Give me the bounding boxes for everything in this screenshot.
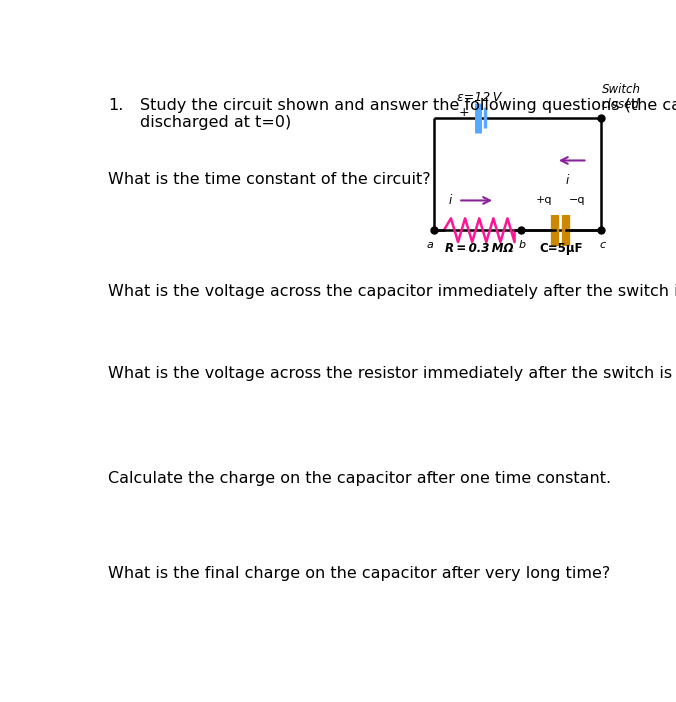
Text: +: + bbox=[458, 106, 468, 119]
Text: b: b bbox=[519, 240, 526, 250]
Text: What is the time constant of the circuit?: What is the time constant of the circuit… bbox=[108, 172, 431, 187]
Text: R = 0.3 MΩ: R = 0.3 MΩ bbox=[445, 242, 514, 255]
Text: Study the circuit shown and answer the following questions (the capacitor is com: Study the circuit shown and answer the f… bbox=[139, 98, 676, 130]
Text: What is the voltage across the capacitor immediately after the switch is closed?: What is the voltage across the capacitor… bbox=[108, 284, 676, 299]
Text: What is the final charge on the capacitor after very long time?: What is the final charge on the capacito… bbox=[108, 567, 610, 581]
Text: ε=12 V: ε=12 V bbox=[457, 91, 502, 104]
Text: 1.: 1. bbox=[108, 98, 124, 113]
Text: What is the voltage across the resistor immediately after the switch is closed?: What is the voltage across the resistor … bbox=[108, 366, 676, 381]
Text: Switch
closed: Switch closed bbox=[602, 84, 641, 111]
Text: i: i bbox=[449, 194, 452, 207]
Text: Calculate the charge on the capacitor after one time constant.: Calculate the charge on the capacitor af… bbox=[108, 471, 611, 486]
Text: −q: −q bbox=[569, 195, 585, 206]
Text: c: c bbox=[600, 240, 606, 250]
Text: +q: +q bbox=[535, 195, 552, 206]
Text: C=5μF: C=5μF bbox=[539, 242, 583, 255]
Text: a: a bbox=[427, 240, 434, 250]
Text: i: i bbox=[566, 174, 569, 187]
